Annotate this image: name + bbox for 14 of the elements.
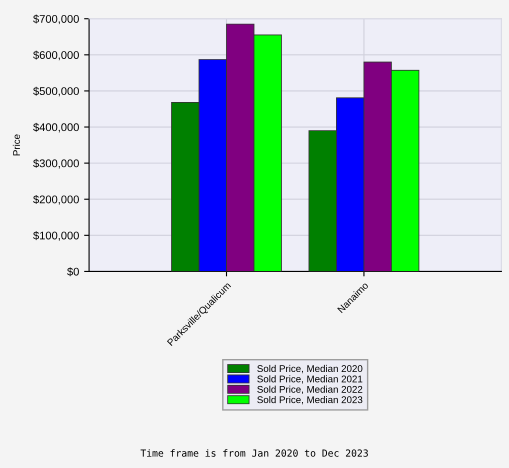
legend-label: Sold Price, Median 2020 (257, 364, 362, 374)
y-tick-label: $600,000 (33, 50, 79, 60)
y-tick-label: $400,000 (33, 122, 79, 132)
y-tick-label: $300,000 (33, 158, 79, 169)
y-axis-title: Price (12, 134, 20, 156)
y-tick-label: $200,000 (33, 195, 79, 205)
y-tick-label: $0 (67, 267, 79, 276)
y-tick-label: $100,000 (33, 231, 79, 241)
legend-label: Sold Price, Median 2023 (257, 396, 362, 404)
y-tick-label: $500,000 (33, 86, 79, 96)
text: Time frame is from Jan 2020 to Dec 2023 (140, 449, 368, 457)
legend-label: Sold Price, Median 2022 (257, 386, 362, 394)
y-tick-label: $700,000 (33, 14, 79, 24)
legend-label: Sold Price, Median 2021 (257, 375, 362, 384)
